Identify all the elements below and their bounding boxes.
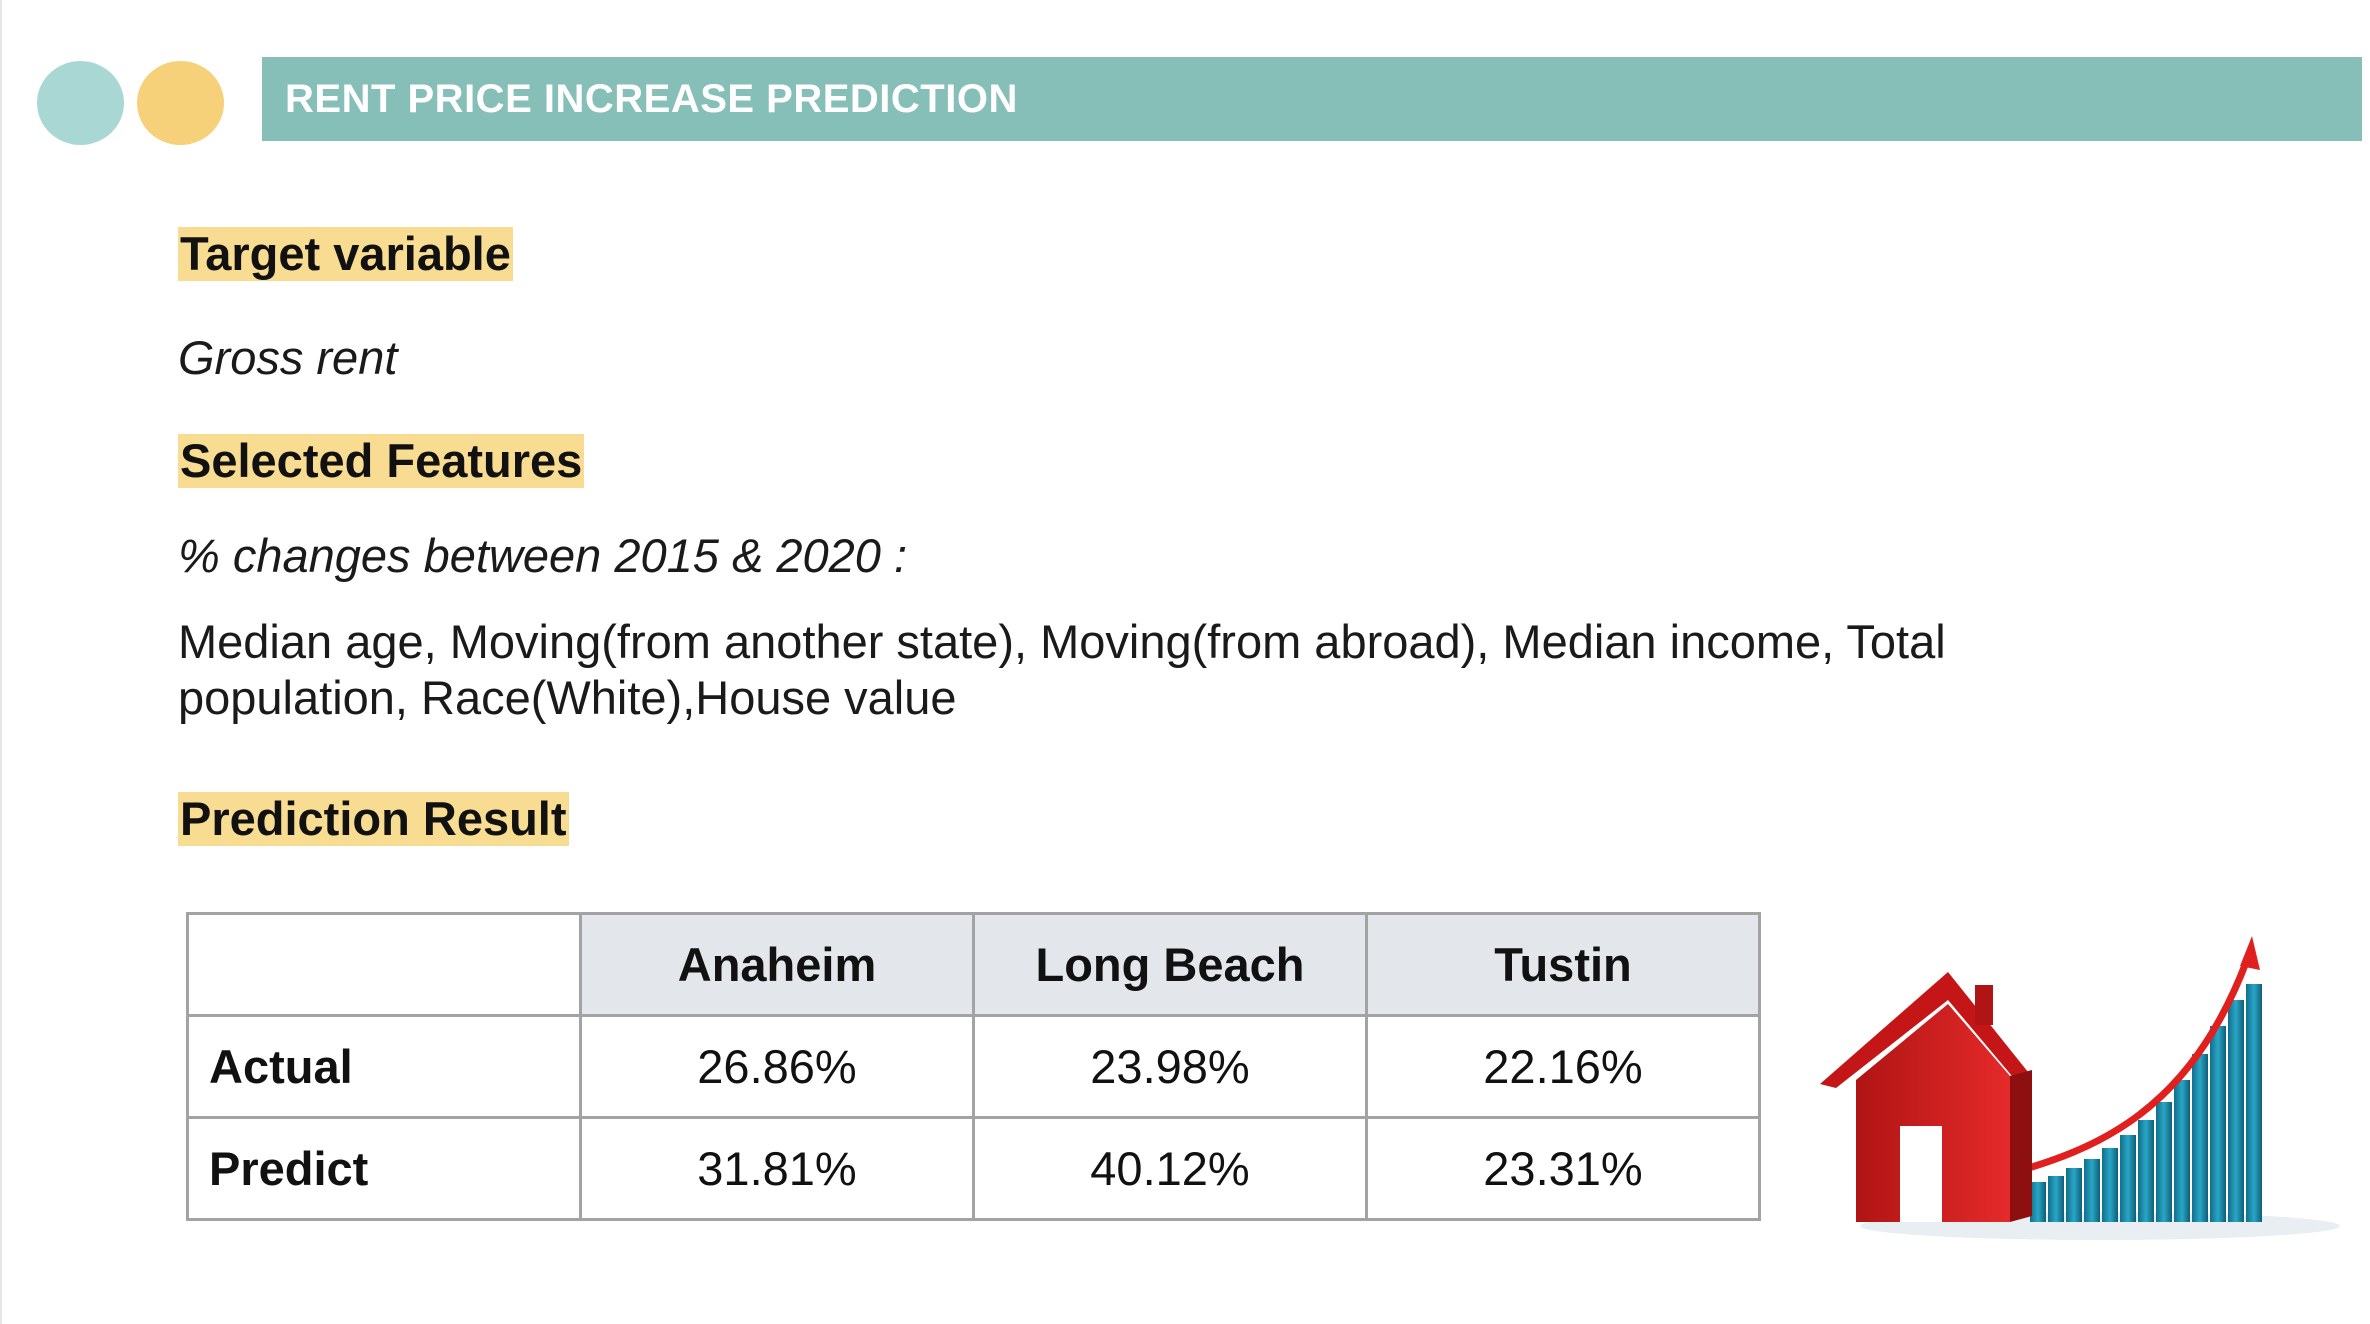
table-header-row: Anaheim Long Beach Tustin: [186, 912, 1761, 1017]
trend-arrow: [1999, 958, 2251, 1180]
table-cell: 40.12%: [972, 1116, 1368, 1221]
target-variable-value: Gross rent: [178, 331, 398, 384]
selected-features-heading: Selected Features: [178, 434, 585, 488]
features-intro: % changes between 2015 & 2020 :: [178, 529, 908, 582]
features-list: Median age, Moving(from another state), …: [178, 615, 1946, 724]
table-header-cell: Long Beach: [972, 912, 1368, 1017]
table-cell: 22.16%: [1365, 1014, 1761, 1119]
prediction-result-heading: Prediction Result: [178, 792, 569, 846]
prediction-table: Anaheim Long Beach Tustin Actual 26.86% …: [186, 912, 1761, 1221]
decorative-teal-circle: [37, 61, 124, 145]
row-label: Predict: [186, 1116, 582, 1221]
table-row: Actual 26.86% 23.98% 22.16%: [186, 1014, 1761, 1119]
title-bar: [262, 57, 2362, 141]
table-cell: 23.31%: [1365, 1116, 1761, 1221]
table-header-cell: Anaheim: [579, 912, 975, 1017]
table-row: Predict 31.81% 40.12% 23.31%: [186, 1116, 1761, 1221]
arrow-head: [2240, 936, 2260, 970]
slide-edge: [0, 0, 2, 1324]
table-header-cell: [186, 912, 582, 1017]
house-rising-chart-icon: [1820, 936, 2340, 1240]
target-variable-heading: Target variable: [178, 227, 513, 281]
rising-bars: [2030, 984, 2262, 1222]
table-cell: 26.86%: [579, 1014, 975, 1119]
house-icon: [1820, 972, 2032, 1222]
decorative-yellow-circle: [137, 61, 224, 145]
table-cell: 23.98%: [972, 1014, 1368, 1119]
row-label: Actual: [186, 1014, 582, 1119]
table-cell: 31.81%: [579, 1116, 975, 1221]
table-header-cell: Tustin: [1365, 912, 1761, 1017]
slide-title: RENT PRICE INCREASE PREDICTION: [285, 77, 1018, 121]
